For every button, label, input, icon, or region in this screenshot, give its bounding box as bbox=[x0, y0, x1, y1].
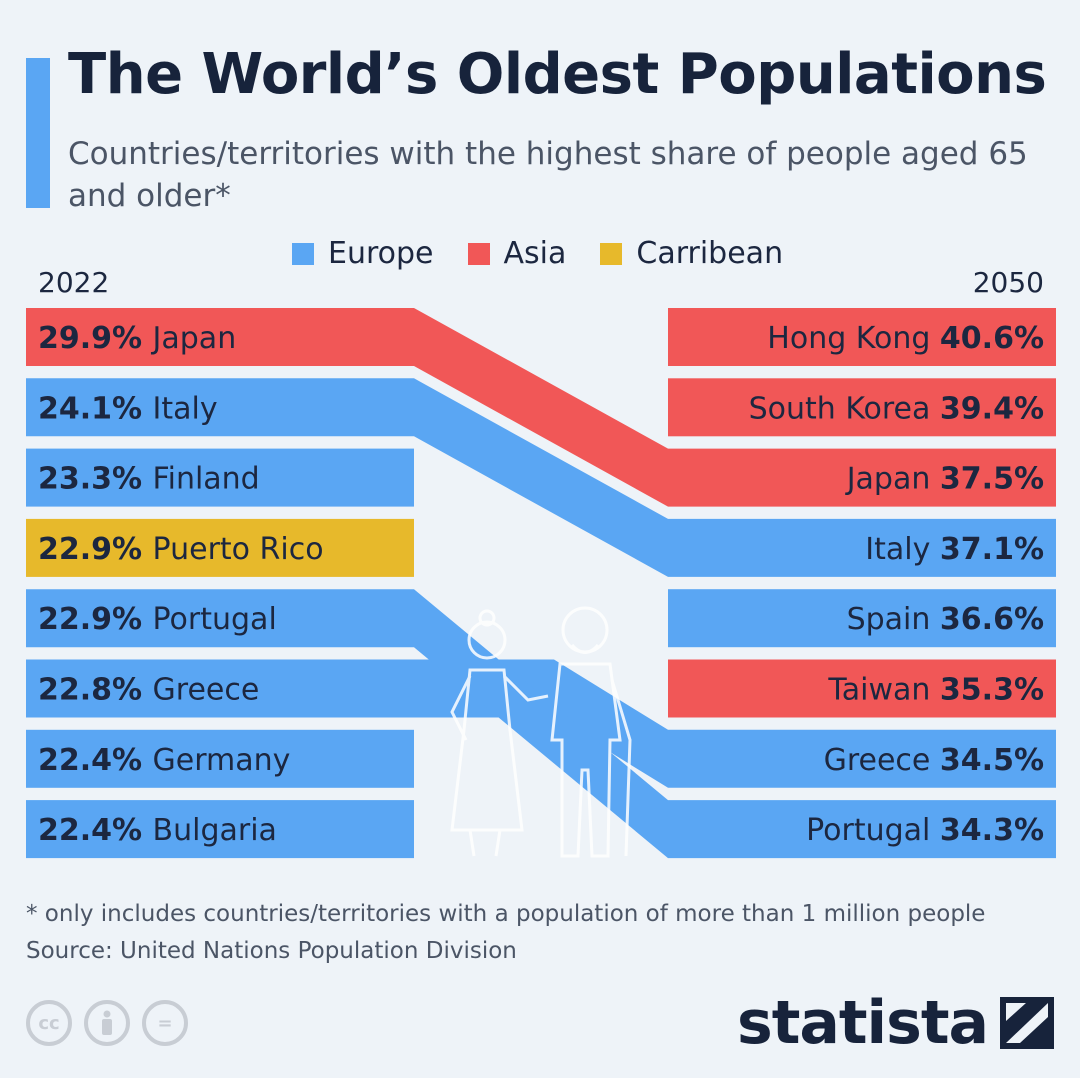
label-2050-south-korea: South Korea 39.4% bbox=[749, 391, 1044, 426]
ribbon-portugal bbox=[26, 589, 1056, 859]
ribbon-greece bbox=[26, 659, 1056, 788]
label-2050-italy: Italy 37.1% bbox=[865, 532, 1044, 567]
ribbon-italy bbox=[26, 378, 1056, 577]
label-2022-portugal: 22.9% Portugal bbox=[38, 602, 277, 637]
bar-2022-finland bbox=[26, 448, 414, 507]
footnote: * only includes countries/territories wi… bbox=[26, 896, 985, 970]
statista-logo-icon bbox=[1000, 997, 1054, 1049]
legend-swatch-carribean bbox=[600, 242, 623, 265]
page-subtitle: Countries/territories with the highest s… bbox=[68, 136, 1028, 214]
title-accent-bar bbox=[26, 58, 50, 208]
bar-2050-taiwan bbox=[668, 659, 1056, 718]
nd-icon: = bbox=[142, 1000, 188, 1046]
year-label-right: 2050 bbox=[972, 266, 1044, 299]
ribbon-japan bbox=[26, 308, 1056, 507]
legend-label-asia: Asia bbox=[503, 236, 567, 271]
bar-2050-spain bbox=[668, 589, 1056, 648]
label-2050-portugal: Portugal 34.3% bbox=[806, 813, 1044, 848]
brand-name: statista bbox=[736, 988, 989, 1058]
label-2022-bulgaria: 22.4% Bulgaria bbox=[38, 813, 277, 848]
legend-label-europe: Europe bbox=[328, 236, 434, 271]
footnote-note: * only includes countries/territories wi… bbox=[26, 901, 986, 927]
year-label-left: 2022 bbox=[38, 266, 110, 299]
legend-swatch-europe bbox=[292, 242, 314, 265]
label-2022-japan: 29.9% Japan bbox=[38, 321, 236, 356]
bar-2022-bulgaria bbox=[26, 800, 414, 859]
label-2050-hong-kong: Hong Kong 40.6% bbox=[767, 321, 1044, 356]
legend-item-europe: Europe bbox=[292, 236, 434, 271]
label-2050-greece: Greece 34.5% bbox=[824, 743, 1044, 778]
label-2022-puerto-rico: 22.9% Puerto Rico bbox=[38, 532, 324, 567]
label-2022-greece: 22.8% Greece bbox=[38, 673, 259, 708]
page-title: The World’s Oldest Populations bbox=[68, 42, 1047, 107]
bar-2022-puerto-rico bbox=[26, 518, 414, 577]
label-2050-taiwan: Taiwan 35.3% bbox=[827, 673, 1044, 708]
bar-2050-south-korea bbox=[668, 378, 1056, 437]
license-icons: cc = bbox=[26, 1000, 200, 1046]
bar-2022-germany bbox=[26, 729, 414, 788]
legend-swatch-asia bbox=[467, 242, 490, 265]
legend-item-carribean: Carribean bbox=[600, 236, 783, 271]
legend-label-carribean: Carribean bbox=[636, 236, 784, 271]
footnote-source: Source: United Nations Population Divisi… bbox=[26, 938, 517, 964]
label-2050-japan: Japan 37.5% bbox=[845, 462, 1044, 497]
label-2022-germany: 22.4% Germany bbox=[38, 743, 290, 778]
by-icon bbox=[84, 1000, 130, 1046]
legend: Europe Asia Carribean bbox=[292, 236, 817, 271]
label-2050-spain: Spain 36.6% bbox=[847, 602, 1044, 637]
cc-icon: cc bbox=[26, 1000, 72, 1046]
label-2022-finland: 23.3% Finland bbox=[38, 462, 260, 497]
label-2022-italy: 24.1% Italy bbox=[38, 391, 218, 426]
statista-logo: statista bbox=[737, 988, 1054, 1058]
legend-item-asia: Asia bbox=[467, 236, 567, 271]
elderly-couple-icon bbox=[450, 606, 632, 858]
bar-2050-hong-kong bbox=[668, 308, 1056, 366]
